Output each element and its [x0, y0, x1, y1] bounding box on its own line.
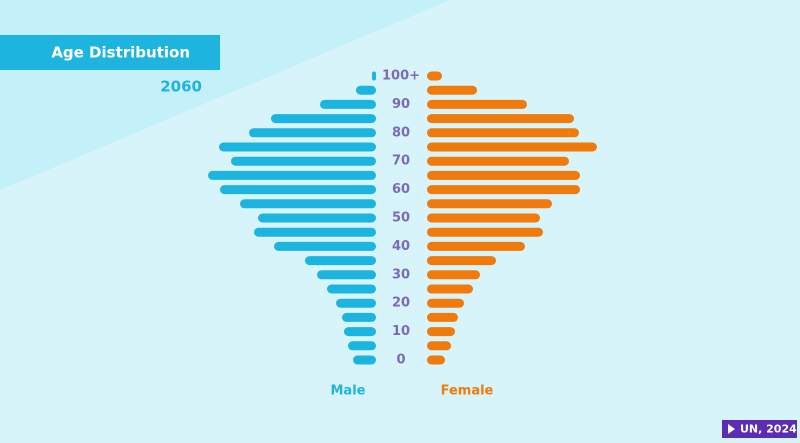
- bar: [427, 114, 574, 124]
- bar: [427, 327, 455, 337]
- bar: [427, 284, 473, 294]
- bar: [254, 227, 376, 237]
- age-label: 20: [392, 296, 410, 311]
- bar: [219, 142, 376, 152]
- bar: [356, 85, 376, 95]
- bar: [320, 99, 376, 109]
- bar: [427, 298, 464, 308]
- bar: [427, 170, 580, 180]
- bar: [305, 256, 376, 266]
- bar: [427, 85, 477, 95]
- bar: [427, 341, 451, 351]
- bar: [427, 71, 442, 81]
- bar: [342, 312, 376, 322]
- bar: [427, 355, 445, 365]
- title-banner: [0, 35, 220, 70]
- bar: [427, 241, 525, 251]
- legend-label: Female: [441, 384, 494, 399]
- bar: [258, 213, 376, 223]
- age-label: 10: [392, 324, 410, 339]
- bar: [427, 185, 580, 195]
- bar: [317, 270, 376, 280]
- bar: [427, 213, 540, 223]
- age-label: 40: [392, 239, 410, 254]
- bar: [427, 128, 579, 138]
- bar: [336, 298, 376, 308]
- bar: [208, 170, 376, 180]
- source: UN, 2024: [740, 423, 797, 436]
- bar: [274, 241, 376, 251]
- age-label: 70: [392, 154, 410, 169]
- age-label: 100+: [382, 69, 420, 84]
- bar: [231, 156, 376, 166]
- bar: [427, 156, 569, 166]
- bar: [240, 199, 376, 209]
- bar: [427, 312, 458, 322]
- chart-title: Age Distribution: [51, 44, 190, 62]
- bar: [427, 199, 552, 209]
- bar: [348, 341, 376, 351]
- age-label: 80: [392, 125, 410, 140]
- chart-subtitle: 2060: [160, 78, 202, 96]
- bar: [427, 270, 480, 280]
- bar: [327, 284, 376, 294]
- age-label: 90: [392, 97, 410, 112]
- source-icon: [728, 424, 735, 434]
- bar: [427, 99, 527, 109]
- bar: [427, 227, 543, 237]
- bar: [427, 256, 496, 266]
- age-label: 0: [396, 353, 405, 368]
- age-label: 50: [392, 211, 410, 226]
- legend-label: Male: [331, 384, 366, 399]
- bar: [427, 142, 597, 152]
- age-label: 60: [392, 182, 410, 197]
- bar: [271, 114, 376, 124]
- bar: [353, 355, 376, 365]
- bar: [344, 327, 376, 337]
- source-badge: [722, 420, 797, 438]
- age-label: 30: [392, 267, 410, 282]
- bar: [372, 71, 376, 81]
- bar: [249, 128, 376, 138]
- bar: [220, 185, 376, 195]
